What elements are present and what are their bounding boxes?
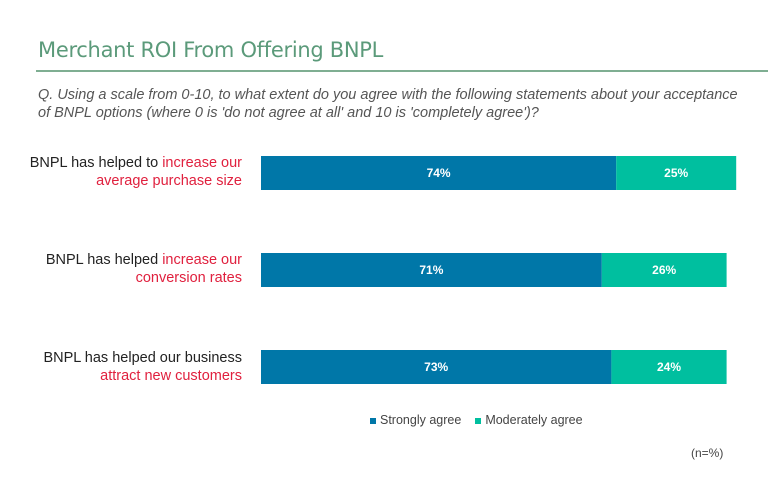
label-plain: BNPL has helped [45,252,163,268]
chart-title: Merchant ROI From Offering BNPL [38,38,384,62]
legend-swatch [475,417,482,424]
bar-moderately-agree [616,156,737,190]
label-highlight: attract new customers [100,368,242,384]
data-label: 74% [427,166,451,180]
category-label: BNPL has helped our business attract new… [0,349,242,385]
data-label: 71% [419,263,443,277]
label-plain: BNPL has helped to [29,155,163,171]
label-plain: BNPL has helped our business [43,350,242,366]
sample-note: (n=%) [691,446,724,460]
category-label: BNPL has helped increase our conversion … [20,251,242,287]
bar-moderately-agree [601,253,727,287]
legend-item: Moderately agree [475,413,583,427]
legend-label: Strongly agree [380,413,462,427]
data-label: 73% [424,360,448,374]
legend-item: Strongly agree [370,413,461,427]
category-label: BNPL has helped to increase our average … [0,154,242,190]
data-label: 26% [652,263,676,277]
bar-strongly-agree [261,253,602,287]
legend: Strongly agree Moderately agree [370,413,583,427]
title-divider [36,70,768,72]
legend-label: Moderately agree [485,413,583,427]
legend-swatch [370,417,376,424]
bar-strongly-agree [261,156,617,190]
data-label: 24% [657,360,681,374]
label-highlight: increase our average purchase size [96,155,242,189]
bar-strongly-agree [261,350,612,384]
data-label: 25% [664,166,688,180]
label-highlight: increase our conversion rates [135,252,242,286]
survey-question: Q. Using a scale from 0-10, to what exte… [38,87,738,121]
bar-moderately-agree [611,350,727,384]
